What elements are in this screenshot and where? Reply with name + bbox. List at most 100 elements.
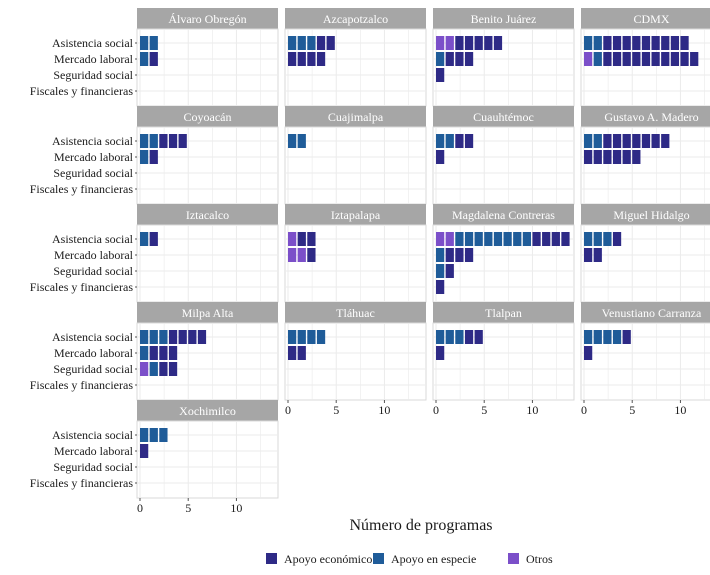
panel-iztapalapa-plot-area bbox=[284, 224, 427, 303]
panel-miguel-hidalgo-square-asistencia-social-apoyo-economico bbox=[612, 232, 622, 246]
panel-cdmx-square-asistencia-social-apoyo-economico bbox=[651, 36, 660, 50]
panel-cdmx-square-mercado-laboral-apoyo-economico bbox=[632, 52, 641, 66]
y-tick-label-seguridad-social: Seguridad social bbox=[53, 166, 133, 180]
panel-milpa-alta-square-mercado-laboral-apoyo-economico bbox=[149, 346, 158, 360]
panel-benito-juarez-plot-area bbox=[432, 28, 575, 107]
panel-tlahuac-plot-area bbox=[284, 322, 427, 401]
panel-tlalpan-strip bbox=[433, 302, 574, 323]
x-tick-label: 5 bbox=[629, 403, 635, 417]
panel-iztacalco-plot-area bbox=[136, 224, 279, 303]
panel-tlalpan-square-asistencia-social-apoyo-economico bbox=[464, 330, 474, 344]
x-tick-label: 5 bbox=[185, 501, 191, 515]
panel-cuajimalpa-plot-area bbox=[284, 126, 427, 205]
panel-tlahuac-strip bbox=[285, 302, 426, 323]
panel-alvaro-obregon-square-asistencia-social-apoyo-en-especie bbox=[140, 36, 149, 50]
panel-magdalena-contreras-square-asistencia-social-apoyo-en-especie bbox=[464, 232, 474, 246]
panel-gustavo-a-madero-square-mercado-laboral-apoyo-economico bbox=[622, 150, 631, 164]
panel-xochimilco-plot-area bbox=[136, 420, 279, 499]
panel-cdmx-square-asistencia-social-apoyo-economico bbox=[661, 36, 670, 50]
panel-tlahuac-square-asistencia-social-apoyo-en-especie bbox=[316, 330, 326, 344]
panel-coyoacan-plot-area bbox=[136, 126, 279, 205]
panel-magdalena-contreras-square-asistencia-social-apoyo-economico bbox=[561, 232, 570, 246]
panel-azcapotzalco-square-asistencia-social-apoyo-en-especie bbox=[307, 36, 316, 50]
panel-coyoacan-square-asistencia-social-apoyo-en-especie bbox=[149, 134, 158, 148]
panel-magdalena-contreras-square-asistencia-social-otros bbox=[445, 232, 454, 246]
panel-milpa-alta-square-asistencia-social-apoyo-economico bbox=[168, 330, 178, 344]
panel-tlalpan-square-asistencia-social-apoyo-en-especie bbox=[436, 330, 445, 344]
panel-gustavo-a-madero-title: Gustavo A. Madero bbox=[604, 110, 698, 124]
panel-cdmx-square-mercado-laboral-apoyo-economico bbox=[670, 52, 680, 66]
panel-venustiano-carranza-square-asistencia-social-apoyo-en-especie bbox=[612, 330, 622, 344]
panel-milpa-alta-square-seguridad-social-otros bbox=[140, 362, 149, 376]
panel-magdalena-contreras-square-seguridad-social-apoyo-economico bbox=[445, 264, 454, 278]
panel-iztapalapa-square-mercado-laboral-otros bbox=[297, 248, 306, 262]
panel-xochimilco-square-asistencia-social-apoyo-en-especie bbox=[159, 428, 168, 442]
panel-magdalena-contreras-strip bbox=[433, 204, 574, 225]
panel-benito-juarez-square-asistencia-social-apoyo-economico bbox=[474, 36, 483, 50]
panel-xochimilco-square-asistencia-social-apoyo-en-especie bbox=[140, 428, 149, 442]
panel-magdalena-contreras-square-seguridad-social-apoyo-en-especie bbox=[436, 264, 445, 278]
y-tick-label-mercado-laboral: Mercado laboral bbox=[54, 150, 134, 164]
panel-iztapalapa-square-asistencia-social-apoyo-economico bbox=[307, 232, 316, 246]
panel-tlahuac-square-mercado-laboral-apoyo-economico bbox=[288, 346, 297, 360]
panel-benito-juarez-square-mercado-laboral-apoyo-en-especie bbox=[436, 52, 445, 66]
panel-benito-juarez-strip bbox=[433, 8, 574, 29]
panel-tlalpan-square-mercado-laboral-apoyo-economico bbox=[436, 346, 445, 360]
panel-azcapotzalco-plot-area bbox=[284, 28, 427, 107]
panel-gustavo-a-madero-square-asistencia-social-apoyo-economico bbox=[632, 134, 641, 148]
panel-azcapotzalco-square-mercado-laboral-apoyo-economico bbox=[297, 52, 306, 66]
panel-miguel-hidalgo-square-asistencia-social-apoyo-en-especie bbox=[593, 232, 602, 246]
panel-milpa-alta-square-mercado-laboral-apoyo-economico bbox=[168, 346, 178, 360]
y-tick-label-fiscales-y-financieras: Fiscales y financieras bbox=[30, 280, 134, 294]
panel-tlalpan-square-asistencia-social-apoyo-en-especie bbox=[445, 330, 454, 344]
y-tick-label-fiscales-y-financieras: Fiscales y financieras bbox=[30, 476, 134, 490]
x-axis-title: Número de programas bbox=[349, 517, 492, 534]
panel-magdalena-contreras-title: Magdalena Contreras bbox=[452, 208, 555, 222]
panel-venustiano-carranza-square-mercado-laboral-apoyo-economico bbox=[584, 346, 593, 360]
panel-iztapalapa-square-asistencia-social-apoyo-economico bbox=[297, 232, 306, 246]
panel-benito-juarez-square-asistencia-social-otros bbox=[436, 36, 445, 50]
y-tick-label-asistencia-social: Asistencia social bbox=[52, 232, 134, 246]
legend-swatch-apoyo-en-especie bbox=[373, 553, 384, 564]
panel-gustavo-a-madero-square-asistencia-social-apoyo-economico bbox=[612, 134, 622, 148]
panel-gustavo-a-madero-square-mercado-laboral-apoyo-economico bbox=[612, 150, 622, 164]
y-tick-label-asistencia-social: Asistencia social bbox=[52, 428, 134, 442]
panel-cdmx-square-asistencia-social-apoyo-economico bbox=[670, 36, 680, 50]
panel-milpa-alta-square-asistencia-social-apoyo-en-especie bbox=[159, 330, 168, 344]
panel-gustavo-a-madero-square-mercado-laboral-apoyo-economico bbox=[632, 150, 641, 164]
panel-coyoacan-square-asistencia-social-apoyo-economico bbox=[168, 134, 178, 148]
panel-miguel-hidalgo-square-asistencia-social-apoyo-en-especie bbox=[584, 232, 593, 246]
panel-magdalena-contreras-square-asistencia-social-apoyo-en-especie bbox=[503, 232, 512, 246]
panel-magdalena-contreras-square-asistencia-social-apoyo-en-especie bbox=[522, 232, 532, 246]
panel-miguel-hidalgo-square-asistencia-social-apoyo-en-especie bbox=[603, 232, 612, 246]
panel-cuauhtemoc-square-asistencia-social-apoyo-en-especie bbox=[436, 134, 445, 148]
panel-cdmx-square-mercado-laboral-apoyo-economico bbox=[641, 52, 651, 66]
panel-cuajimalpa-strip bbox=[285, 106, 426, 127]
panel-benito-juarez-square-asistencia-social-apoyo-economico bbox=[455, 36, 464, 50]
panel-gustavo-a-madero-square-asistencia-social-apoyo-economico bbox=[603, 134, 612, 148]
panel-coyoacan-square-asistencia-social-apoyo-economico bbox=[159, 134, 168, 148]
legend-label-otros: Otros bbox=[526, 552, 553, 566]
panel-benito-juarez-square-asistencia-social-apoyo-economico bbox=[484, 36, 493, 50]
panel-milpa-alta-strip bbox=[137, 302, 278, 323]
panel-azcapotzalco-square-mercado-laboral-apoyo-economico bbox=[316, 52, 326, 66]
panel-venustiano-carranza-title: Venustiano Carranza bbox=[602, 306, 702, 320]
panel-miguel-hidalgo-square-mercado-laboral-apoyo-economico bbox=[593, 248, 602, 262]
panel-magdalena-contreras-square-mercado-laboral-apoyo-economico bbox=[445, 248, 454, 262]
panel-cuauhtemoc-square-asistencia-social-apoyo-economico bbox=[455, 134, 464, 148]
panel-iztacalco-square-asistencia-social-apoyo-en-especie bbox=[140, 232, 149, 246]
panel-milpa-alta-square-asistencia-social-apoyo-economico bbox=[197, 330, 207, 344]
y-tick-label-seguridad-social: Seguridad social bbox=[53, 264, 133, 278]
panel-magdalena-contreras-square-asistencia-social-apoyo-en-especie bbox=[484, 232, 493, 246]
panel-magdalena-contreras-square-asistencia-social-apoyo-economico bbox=[532, 232, 541, 246]
panel-alvaro-obregon-square-asistencia-social-apoyo-en-especie bbox=[149, 36, 158, 50]
panel-benito-juarez-square-mercado-laboral-apoyo-economico bbox=[455, 52, 464, 66]
panel-milpa-alta-square-asistencia-social-apoyo-economico bbox=[178, 330, 187, 344]
legend-label-apoyo-en-especie: Apoyo en especie bbox=[391, 552, 476, 566]
panel-tlalpan-title: Tlalpan bbox=[485, 306, 522, 320]
panel-venustiano-carranza-square-asistencia-social-apoyo-en-especie bbox=[593, 330, 602, 344]
panel-tlalpan-square-asistencia-social-apoyo-economico bbox=[474, 330, 483, 344]
panel-milpa-alta-square-seguridad-social-apoyo-en-especie bbox=[149, 362, 158, 376]
